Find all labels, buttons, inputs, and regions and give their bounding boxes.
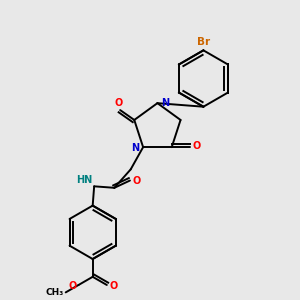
Text: O: O — [193, 141, 201, 151]
Text: HN: HN — [76, 175, 93, 185]
Text: Br: Br — [197, 37, 210, 47]
Text: O: O — [115, 98, 123, 108]
Text: O: O — [69, 280, 77, 291]
Text: CH₃: CH₃ — [45, 289, 63, 298]
Text: N: N — [161, 98, 169, 108]
Text: N: N — [131, 143, 140, 153]
Text: O: O — [133, 176, 141, 185]
Text: O: O — [109, 280, 117, 291]
